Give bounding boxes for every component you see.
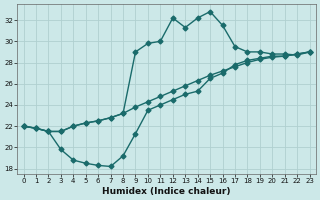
X-axis label: Humidex (Indice chaleur): Humidex (Indice chaleur) xyxy=(102,187,231,196)
